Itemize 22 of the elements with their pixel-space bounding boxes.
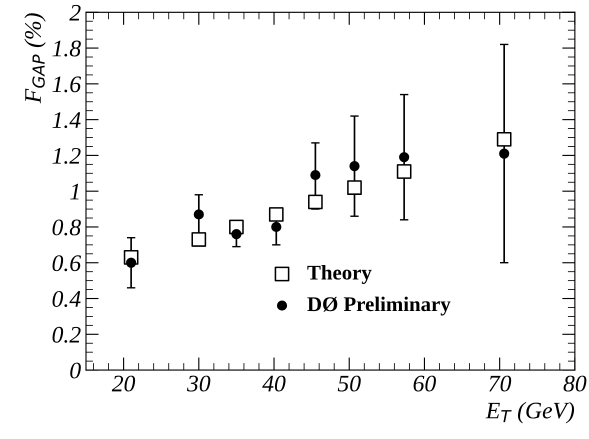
x-tick-label: 50 (338, 376, 361, 392)
x-tick-label: 20 (112, 376, 136, 392)
y-tick-label: 0.2 (52, 326, 81, 343)
y-axis-title: F$_{GAP}$ (%) (24, 13, 46, 104)
y-tick-label: 0.4 (52, 291, 81, 308)
y-tick-label: 1.8 (52, 40, 81, 57)
y-tick-label: 0 (70, 362, 81, 378)
legend-label: Theory (307, 265, 372, 284)
legend-label: DØ Preliminary (307, 296, 451, 316)
y-tick-label: 0.6 (52, 255, 82, 272)
x-tick-label: 60 (414, 376, 436, 392)
x-tick-label: 80 (564, 376, 586, 392)
y-tick-label: 1.2 (52, 148, 81, 164)
y-tick-label: 1 (70, 184, 79, 200)
x-tick-label: 30 (186, 376, 210, 392)
y-tick-label: 0.8 (52, 219, 81, 236)
y-tick-label: 2 (69, 4, 81, 20)
y-tick-label: 1.4 (52, 112, 81, 128)
y-tick-label: 1.6 (52, 76, 82, 92)
x-tick-label: 70 (489, 376, 512, 392)
x-axis-title: E$_{T}$ (GeV) (486, 402, 574, 424)
x-tick-label: 40 (262, 376, 286, 392)
